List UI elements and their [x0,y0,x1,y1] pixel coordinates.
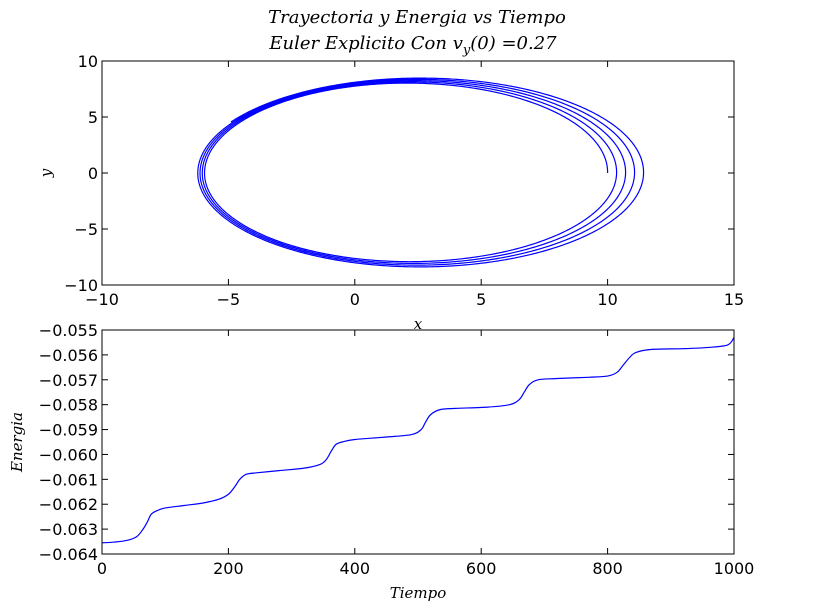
trajectory-ytick-label: 5 [88,108,98,127]
energy-ytick-label: −0.058 [39,396,98,415]
trajectory-ytick-label: 10 [78,52,98,71]
trajectory-xtick-label: −5 [217,290,241,309]
figure-title-line1: Trayectoria y Energia vs Tiempo [268,7,566,28]
figure-title-line2: Euler Explicito Con vy(0) =0.27 [268,33,557,58]
energy-ytick-label: −0.057 [39,371,98,390]
energy-xtick-label: 1000 [714,559,755,578]
energy-xlabel: Tiempo [390,584,447,602]
energy-ytick-label: −0.063 [39,520,98,539]
energy-ytick-label: −0.062 [39,495,98,514]
trajectory-series-line [197,77,645,268]
energy-plot-area [102,330,734,554]
energy-xtick-label: 600 [466,559,497,578]
trajectory-xtick-label: 15 [724,290,744,309]
energy-ticks: 0 200 400 600 800 1000 −0.064 −0.063 −0.062 −0.06… [39,321,755,578]
energy-ytick-label: −0.056 [39,346,98,365]
trajectory-plot-area [102,61,734,285]
trajectory-ylabel: y [37,168,55,178]
energy-ytick-label: −0.061 [39,470,98,489]
energy-plot: 0 200 400 600 800 1000 −0.064 −0.063 −0.062 −0.06… [8,321,754,602]
energy-ytick-label: −0.055 [39,321,98,340]
trajectory-xtick-label: 0 [350,290,360,309]
title-line2-suffix: (0) =0.27 [470,33,557,54]
trajectory-plot-frame [101,60,735,286]
trajectory-xtick-label: −10 [85,290,119,309]
trajectory-xlabel: x [414,315,423,333]
energy-xtick-label: 200 [213,559,244,578]
trajectory-xtick-label: 10 [597,290,617,309]
trajectory-ytick-label: −5 [74,220,98,239]
energy-plot-frame [101,329,735,555]
trajectory-ticks: −10 −5 0 5 10 15 −10 −5 0 5 10 [64,52,744,309]
energy-xtick-label: 0 [97,559,107,578]
trajectory-xtick-label: 5 [476,290,486,309]
energy-series-line [101,337,735,544]
trajectory-plot: −10 −5 0 5 10 15 −10 −5 0 5 10 x y [37,52,744,333]
energy-xtick-label: 800 [592,559,623,578]
title-line2-prefix: Euler Explicito Con v [268,33,463,54]
energy-ytick-label: −0.059 [39,421,98,440]
energy-ytick-label: −0.060 [39,445,98,464]
title-line2-subscript: y [462,43,471,58]
energy-ylabel: Energia [8,412,26,473]
trajectory-ytick-label: −10 [64,276,98,295]
energy-ytick-label: −0.064 [39,545,98,564]
energy-xtick-label: 400 [340,559,371,578]
trajectory-ytick-label: 0 [88,164,98,183]
